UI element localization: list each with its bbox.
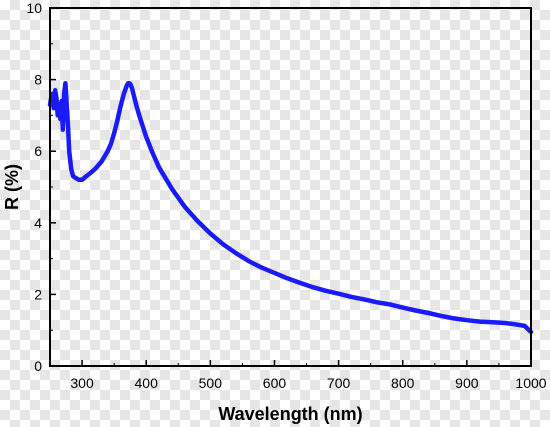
x-tick-label: 700: [327, 375, 351, 391]
x-tick-label: 900: [455, 375, 479, 391]
y-tick-label: 4: [34, 215, 42, 231]
y-axis-ticks: 0 2 4 6 8 10: [26, 0, 56, 374]
x-tick-label: 600: [263, 375, 287, 391]
x-axis-ticks: 300 400 500 600 700 800 900 1000: [49, 360, 547, 391]
y-tick-label: 0: [34, 358, 42, 374]
y-tick-label: 10: [26, 0, 42, 16]
x-tick-label: 800: [391, 375, 415, 391]
x-tick-label: 500: [199, 375, 223, 391]
series-line: [47, 80, 534, 335]
y-tick-label: 6: [34, 143, 42, 159]
x-axis-title: Wavelength (nm): [218, 404, 362, 424]
x-tick-label: 400: [135, 375, 159, 391]
y-tick-label: 8: [34, 72, 42, 88]
y-axis-title: R (%): [2, 164, 22, 210]
x-tick-label: 300: [70, 375, 94, 391]
y-tick-label: 2: [34, 286, 42, 302]
x-tick-label: 1000: [515, 375, 546, 391]
plot-frame: [49, 7, 532, 367]
